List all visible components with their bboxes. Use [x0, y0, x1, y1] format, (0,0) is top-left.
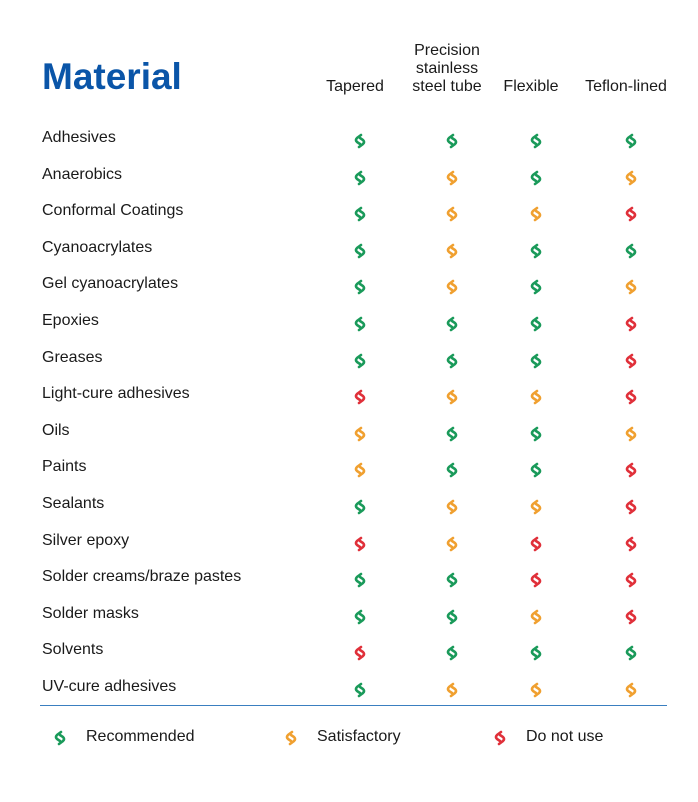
rating-icon	[530, 206, 542, 222]
rating-icon	[530, 463, 542, 478]
rating-icon	[446, 646, 458, 661]
rating-icon	[354, 316, 366, 332]
rating-icon	[354, 536, 366, 551]
rating-icon	[446, 463, 458, 478]
rating-icon	[446, 206, 458, 222]
row-label: Sealants	[42, 495, 105, 512]
rating-icon	[354, 572, 366, 588]
legend-label: Recommended	[86, 728, 195, 745]
rating-icon	[625, 280, 637, 295]
rating-icon	[625, 316, 637, 332]
rating-icon	[446, 536, 458, 551]
rating-icon	[446, 609, 458, 625]
row-label: UV-cure adhesives	[42, 678, 177, 695]
rating-icon	[446, 426, 458, 442]
rating-icon	[354, 499, 366, 515]
rating-icon	[625, 609, 637, 625]
rating-icon	[625, 389, 637, 405]
legend-label: Do not use	[526, 728, 604, 745]
rating-icon	[354, 646, 366, 661]
rating-icon	[54, 730, 66, 746]
rating-icon	[530, 682, 542, 698]
rating-icon	[354, 280, 366, 295]
rating-icon	[354, 463, 366, 478]
row-label: Solvents	[42, 641, 104, 659]
row-label: Greases	[42, 348, 103, 366]
rating-icon	[530, 243, 542, 259]
row-label: Conformal Coatings	[42, 202, 184, 220]
rating-icon	[354, 682, 366, 698]
rating-icon	[530, 353, 542, 368]
rating-icon	[530, 316, 542, 332]
rating-icon	[530, 572, 542, 588]
row-label: Silver epoxy	[42, 531, 130, 549]
rating-icon	[625, 572, 637, 588]
rating-icon	[354, 133, 366, 149]
divider	[40, 705, 667, 706]
rating-icon	[446, 389, 458, 405]
rating-icon	[625, 499, 637, 515]
rating-icon	[354, 170, 366, 185]
rating-icon	[446, 682, 458, 698]
rating-icon	[530, 426, 542, 442]
rating-icon	[625, 426, 637, 442]
row-label: Oils	[42, 421, 70, 439]
rating-icon	[446, 280, 458, 295]
column-header: Tapered	[326, 78, 384, 95]
rating-icon	[494, 730, 506, 746]
rating-icon	[530, 133, 542, 149]
rating-icon	[625, 170, 637, 185]
column-header: Teflon-lined	[585, 78, 667, 95]
rating-icon	[446, 133, 458, 149]
rating-icon	[625, 243, 637, 259]
rating-icon	[446, 572, 458, 588]
row-label: Adhesives	[42, 129, 116, 146]
rating-icon	[354, 389, 366, 405]
rating-icon	[354, 426, 366, 442]
column-header: Flexible	[503, 78, 559, 95]
rating-icon	[446, 353, 458, 368]
rating-icon	[625, 206, 637, 222]
row-label: Paints	[42, 458, 87, 476]
rating-icon	[625, 353, 637, 368]
rating-icon	[530, 499, 542, 515]
rating-icon	[354, 609, 366, 625]
row-label: Light-cure adhesives	[42, 385, 190, 403]
rating-icon	[354, 243, 366, 259]
rating-icon	[530, 389, 542, 405]
rating-icon	[625, 646, 637, 661]
rating-icon	[285, 730, 297, 746]
row-label: Solder masks	[42, 604, 139, 622]
rating-icon	[530, 646, 542, 661]
rating-icon	[354, 353, 366, 368]
row-label: Cyanoacrylates	[42, 238, 153, 256]
rating-icon	[625, 133, 637, 149]
row-label: Solder creams/braze pastes	[42, 568, 242, 586]
rating-icon	[530, 170, 542, 185]
rating-icon	[625, 463, 637, 478]
rating-icon	[354, 206, 366, 222]
rating-icon	[446, 499, 458, 515]
rating-icon	[530, 536, 542, 551]
rating-icon	[530, 609, 542, 625]
rating-icon	[625, 682, 637, 698]
row-label: Gel cyanoacrylates	[42, 275, 179, 293]
title: Material	[42, 56, 182, 97]
row-label: Anaerobics	[42, 165, 123, 183]
rating-icon	[446, 170, 458, 185]
rating-icon	[446, 316, 458, 332]
legend-label: Satisfactory	[317, 728, 401, 745]
rating-icon	[446, 243, 458, 259]
rating-icon	[625, 536, 637, 551]
column-header: Precision stainless steel tube	[412, 42, 482, 95]
rating-icon	[530, 280, 542, 295]
row-label: Epoxies	[42, 312, 99, 329]
